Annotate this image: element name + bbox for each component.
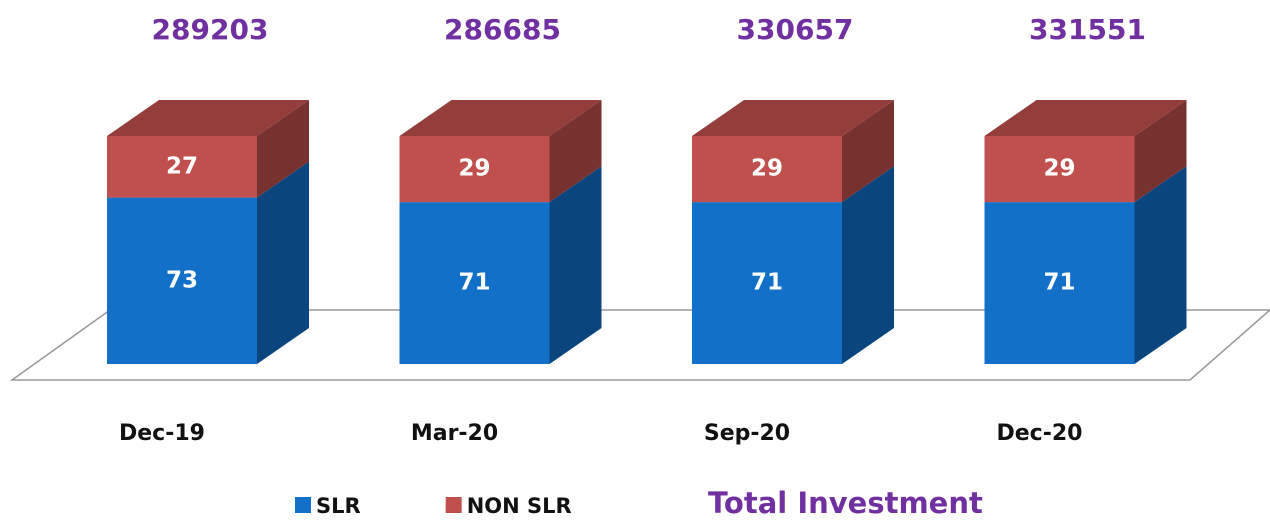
bar [107, 136, 257, 198]
total-label: 286685 [444, 13, 561, 46]
bar-top [107, 100, 309, 136]
x-tick-label: Sep-20 [704, 421, 790, 446]
bar [692, 202, 842, 364]
bar-side [1134, 166, 1187, 364]
legend-label: SLR [316, 494, 361, 518]
bar-top [984, 100, 1187, 136]
value-label: 73 [166, 267, 198, 293]
bar [984, 202, 1135, 364]
bar-side [257, 100, 309, 198]
value-label: 71 [751, 270, 783, 296]
x-tick-label: Mar-20 [411, 421, 498, 446]
value-label: 29 [458, 156, 490, 182]
bar [399, 136, 550, 203]
bar [984, 136, 1135, 203]
bar-side [842, 166, 894, 364]
bar-segment: 29 [399, 100, 602, 203]
bar-segment: 29 [984, 100, 1187, 203]
value-label: 71 [1043, 270, 1075, 296]
bar-top [692, 100, 894, 136]
bar-segment: 29 [692, 100, 894, 203]
bar-side [257, 161, 309, 364]
total-label: 331551 [1029, 13, 1146, 46]
x-tick-label: Dec-19 [119, 421, 205, 446]
value-label: 29 [751, 156, 783, 182]
total-label: 289203 [152, 13, 269, 46]
bar-segment: 71 [984, 166, 1187, 364]
floor [9, 309, 1270, 381]
bar-side [842, 100, 894, 203]
bar-segment: 27 [107, 100, 309, 198]
bar-side [1134, 100, 1187, 203]
bar [107, 197, 257, 364]
value-label: 29 [1043, 156, 1075, 182]
bar-segment: 71 [399, 166, 602, 364]
x-tick-label: Dec-20 [997, 421, 1083, 446]
bar [692, 136, 842, 203]
bar-side [549, 100, 602, 203]
legend-total-label: Total Investment [708, 486, 983, 520]
bar-side [549, 166, 602, 364]
value-label: 27 [166, 153, 198, 179]
legend-swatch [445, 497, 462, 513]
value-label: 71 [458, 270, 490, 296]
total-label: 330657 [737, 13, 854, 46]
bar-segment: 71 [692, 166, 894, 364]
bar [399, 202, 550, 364]
legend-label: NON SLR [467, 494, 572, 518]
legend-swatch [295, 497, 311, 513]
bar-segment: 73 [107, 161, 309, 364]
bar-top [399, 100, 602, 136]
